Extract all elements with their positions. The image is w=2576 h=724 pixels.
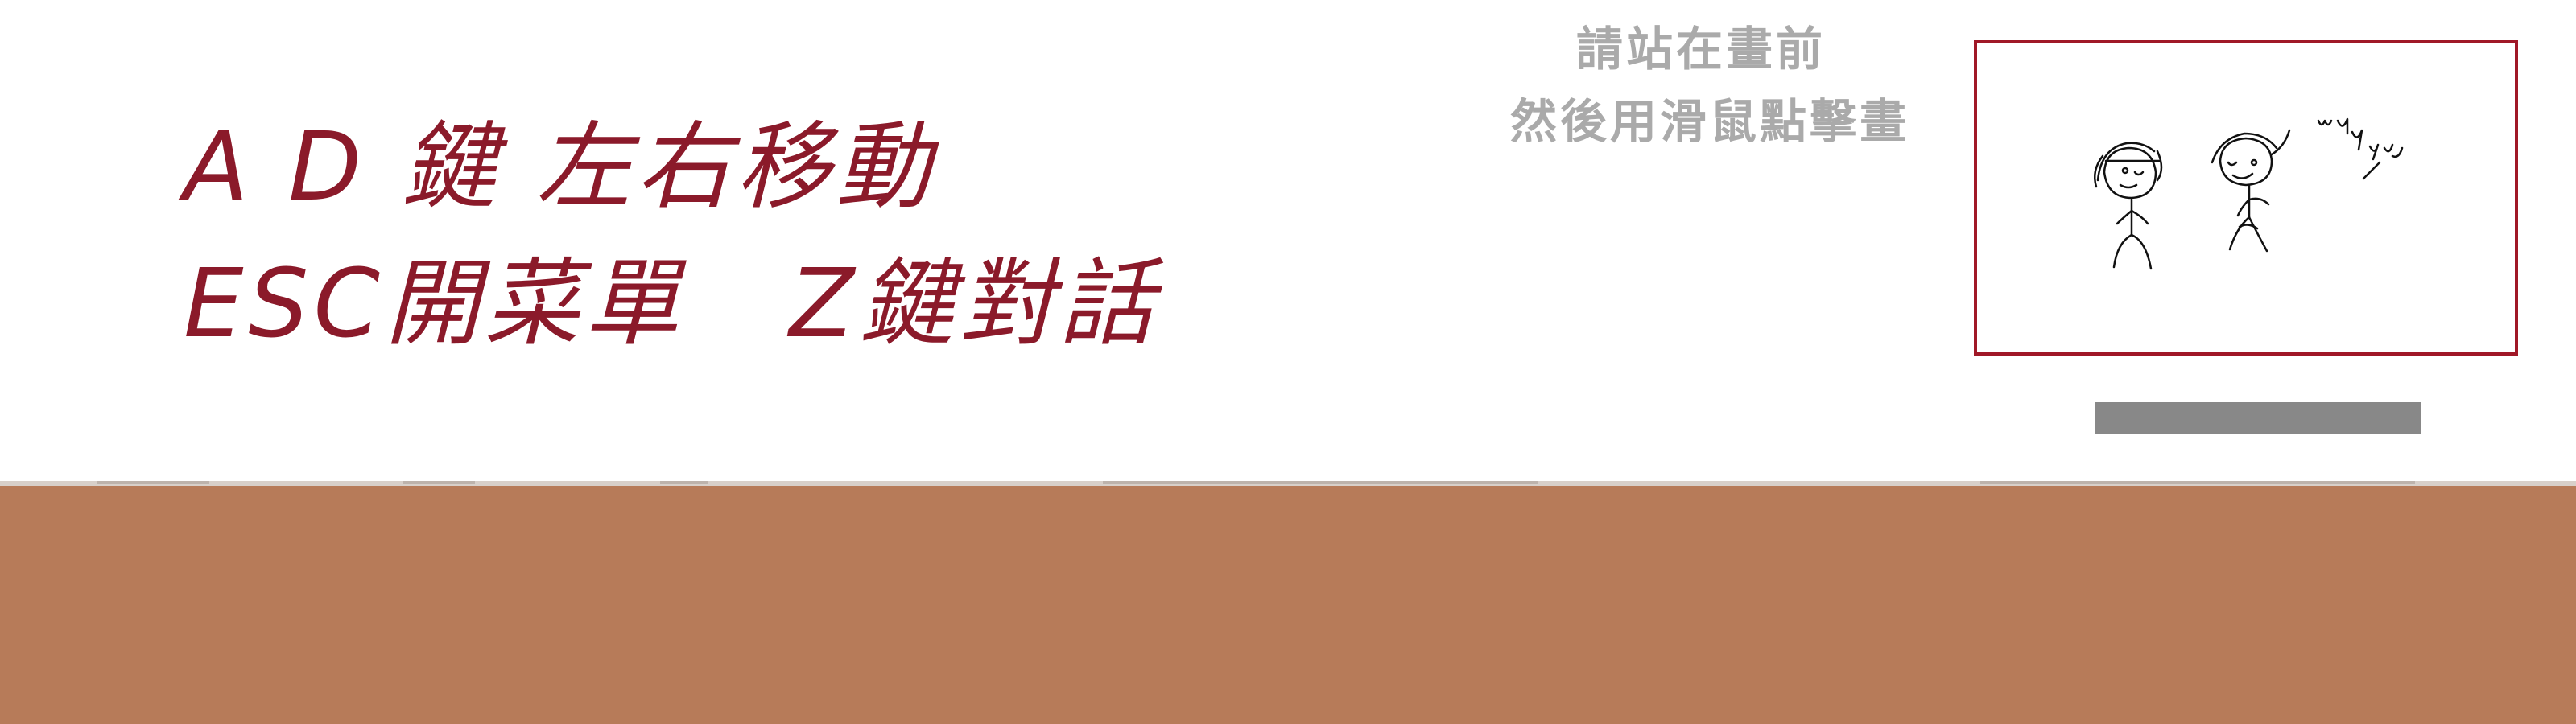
floor-edge (0, 481, 2576, 487)
floor (0, 486, 2576, 724)
painting[interactable] (1974, 40, 2518, 356)
interaction-progress-bar (2095, 402, 2421, 434)
controls-instruction-menu-talk: ESC開菜單 Z鍵對話 (184, 248, 1159, 359)
hint-stand-before-painting: 請站在畫前 (1576, 22, 1827, 76)
painting-doodle (2094, 117, 2404, 270)
hint-click-painting: 然後用滑鼠點擊畫 (1510, 94, 1910, 149)
controls-instruction-move: A D 鍵 左右移動 (184, 111, 936, 222)
